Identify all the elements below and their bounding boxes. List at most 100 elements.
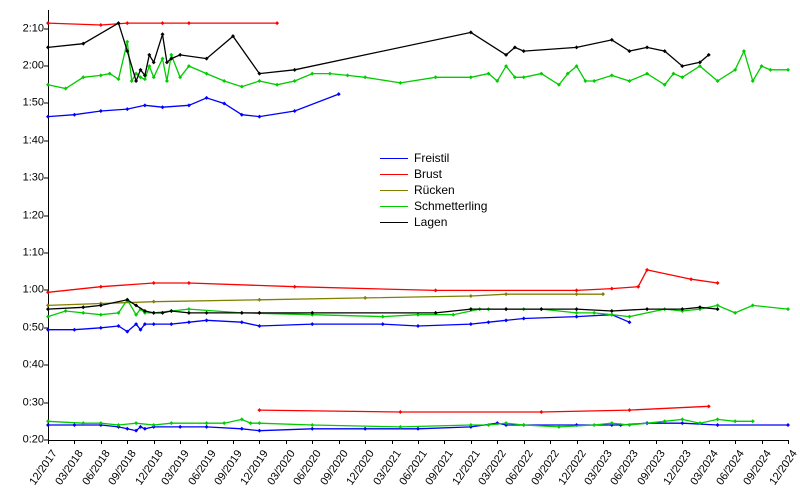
series-marker <box>469 322 473 326</box>
series-marker <box>134 79 138 83</box>
series-marker <box>610 309 614 313</box>
x-tick-mark <box>550 440 551 444</box>
series-marker <box>310 423 314 427</box>
series-marker <box>161 105 165 109</box>
series-marker <box>434 288 438 292</box>
series-marker <box>169 322 173 326</box>
series-marker <box>293 79 297 83</box>
series-marker <box>539 410 543 414</box>
x-tick-mark <box>392 440 393 444</box>
y-tick-mark <box>44 402 48 403</box>
y-tick-mark <box>44 28 48 29</box>
series-marker <box>601 292 605 296</box>
series-marker <box>627 320 631 324</box>
series-marker <box>46 115 50 119</box>
series-marker <box>451 313 455 317</box>
x-tick-mark <box>48 440 49 444</box>
series-marker <box>363 427 367 431</box>
legend-swatch <box>380 158 408 159</box>
series-line <box>48 270 718 292</box>
x-tick-mark <box>629 440 630 444</box>
legend-swatch <box>380 206 408 207</box>
series-marker <box>610 73 614 77</box>
series-marker <box>434 75 438 79</box>
y-tick-label: 0:50 <box>0 322 44 333</box>
series-marker <box>257 79 261 83</box>
series-marker <box>99 285 103 289</box>
series-marker <box>786 423 790 427</box>
series-marker <box>222 421 226 425</box>
series-marker <box>610 287 614 291</box>
series-marker <box>81 311 85 315</box>
series-marker <box>275 83 279 87</box>
series-marker <box>328 72 332 76</box>
series-marker <box>64 309 68 313</box>
series-marker <box>143 77 147 81</box>
series-marker <box>152 311 156 315</box>
x-tick-mark <box>656 440 657 444</box>
y-tick-mark <box>44 365 48 366</box>
series-marker <box>134 421 138 425</box>
y-tick-label: 1:50 <box>0 98 44 109</box>
series-marker <box>707 404 711 408</box>
series-marker <box>72 423 76 427</box>
x-tick-mark <box>788 440 789 444</box>
y-tick-mark <box>44 290 48 291</box>
x-tick-mark <box>339 440 340 444</box>
series-marker <box>187 320 191 324</box>
legend-label: Brust <box>414 166 442 182</box>
legend-label: Rücken <box>414 182 455 198</box>
series-marker <box>575 288 579 292</box>
series-marker <box>46 21 50 25</box>
x-tick-mark <box>444 440 445 444</box>
series-marker <box>575 292 579 296</box>
series-marker <box>46 423 50 427</box>
series-marker <box>363 296 367 300</box>
series-marker <box>46 315 50 319</box>
series-marker <box>99 313 103 317</box>
series-marker <box>240 320 244 324</box>
series-marker <box>310 427 314 431</box>
x-tick-mark <box>365 440 366 444</box>
series-marker <box>716 423 720 427</box>
series-marker <box>257 324 261 328</box>
series-marker <box>504 292 508 296</box>
x-tick-mark <box>735 440 736 444</box>
series-marker <box>592 311 596 315</box>
legend-item: Rücken <box>380 182 487 198</box>
series-marker <box>627 423 631 427</box>
series-marker <box>81 305 85 309</box>
x-tick-mark <box>603 440 604 444</box>
series-marker <box>592 423 596 427</box>
series-marker <box>99 326 103 330</box>
series-marker <box>46 303 50 307</box>
series-marker <box>143 103 147 107</box>
y-tick-mark <box>44 327 48 328</box>
y-tick-label: 0:20 <box>0 435 44 446</box>
series-marker <box>257 311 261 315</box>
series-marker <box>72 328 76 332</box>
series-marker <box>147 64 151 68</box>
x-tick-mark <box>312 440 313 444</box>
x-tick-mark <box>207 440 208 444</box>
series-marker <box>398 81 402 85</box>
series-marker <box>337 92 341 96</box>
series-marker <box>187 21 191 25</box>
legend-label: Schmetterling <box>414 198 487 214</box>
x-tick-mark <box>762 440 763 444</box>
series-marker <box>187 281 191 285</box>
y-tick-mark <box>44 66 48 67</box>
x-tick-mark <box>286 440 287 444</box>
legend: FreistilBrustRückenSchmetterlingLagen <box>380 150 487 230</box>
series-marker <box>205 318 209 322</box>
series-marker <box>257 429 261 433</box>
series-marker <box>469 294 473 298</box>
series-marker <box>46 45 50 49</box>
series-marker <box>627 408 631 412</box>
series-marker <box>205 421 209 425</box>
series-marker <box>169 309 173 313</box>
legend-item: Lagen <box>380 214 487 230</box>
series-marker <box>751 419 755 423</box>
series-marker <box>161 21 165 25</box>
series-marker <box>522 423 526 427</box>
